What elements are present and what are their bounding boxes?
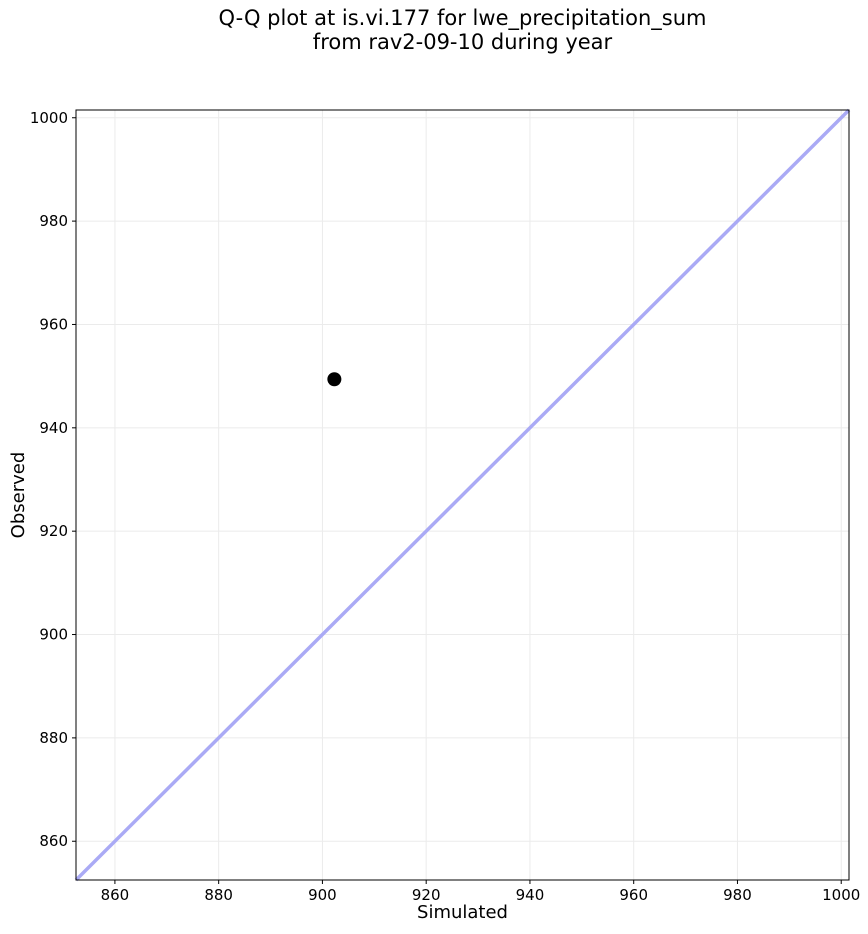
y-tick-label: 960 [39,315,68,333]
y-tick-label: 880 [39,729,68,747]
x-tick-label: 960 [619,886,648,904]
x-tick-label: 920 [412,886,441,904]
y-tick-label: 920 [39,522,68,540]
y-tick-label: 940 [39,419,68,437]
x-tick-label: 900 [308,886,337,904]
x-tick-label: 980 [723,886,752,904]
y-tick-label: 860 [39,832,68,850]
chart-title: Q-Q plot at is.vi.177 for lwe_precipitat… [76,6,849,54]
x-tick-label: 1000 [822,886,860,904]
y-tick-label: 980 [39,212,68,230]
x-tick-label: 860 [101,886,130,904]
plot-border [75,109,850,881]
chart-title-line-2: from rav2-09-10 during year [312,30,613,54]
data-point [327,372,342,387]
x-tick-label: 880 [204,886,233,904]
x-axis-label: Simulated [417,902,508,923]
x-tick-label: 940 [516,886,545,904]
y-axis-label: Observed [8,451,29,539]
chart-title-line-1: Q-Q plot at is.vi.177 for lwe_precipitat… [218,6,707,30]
identity-line [74,108,851,882]
y-tick-label: 1000 [30,109,68,127]
y-tick-label: 900 [39,626,68,644]
